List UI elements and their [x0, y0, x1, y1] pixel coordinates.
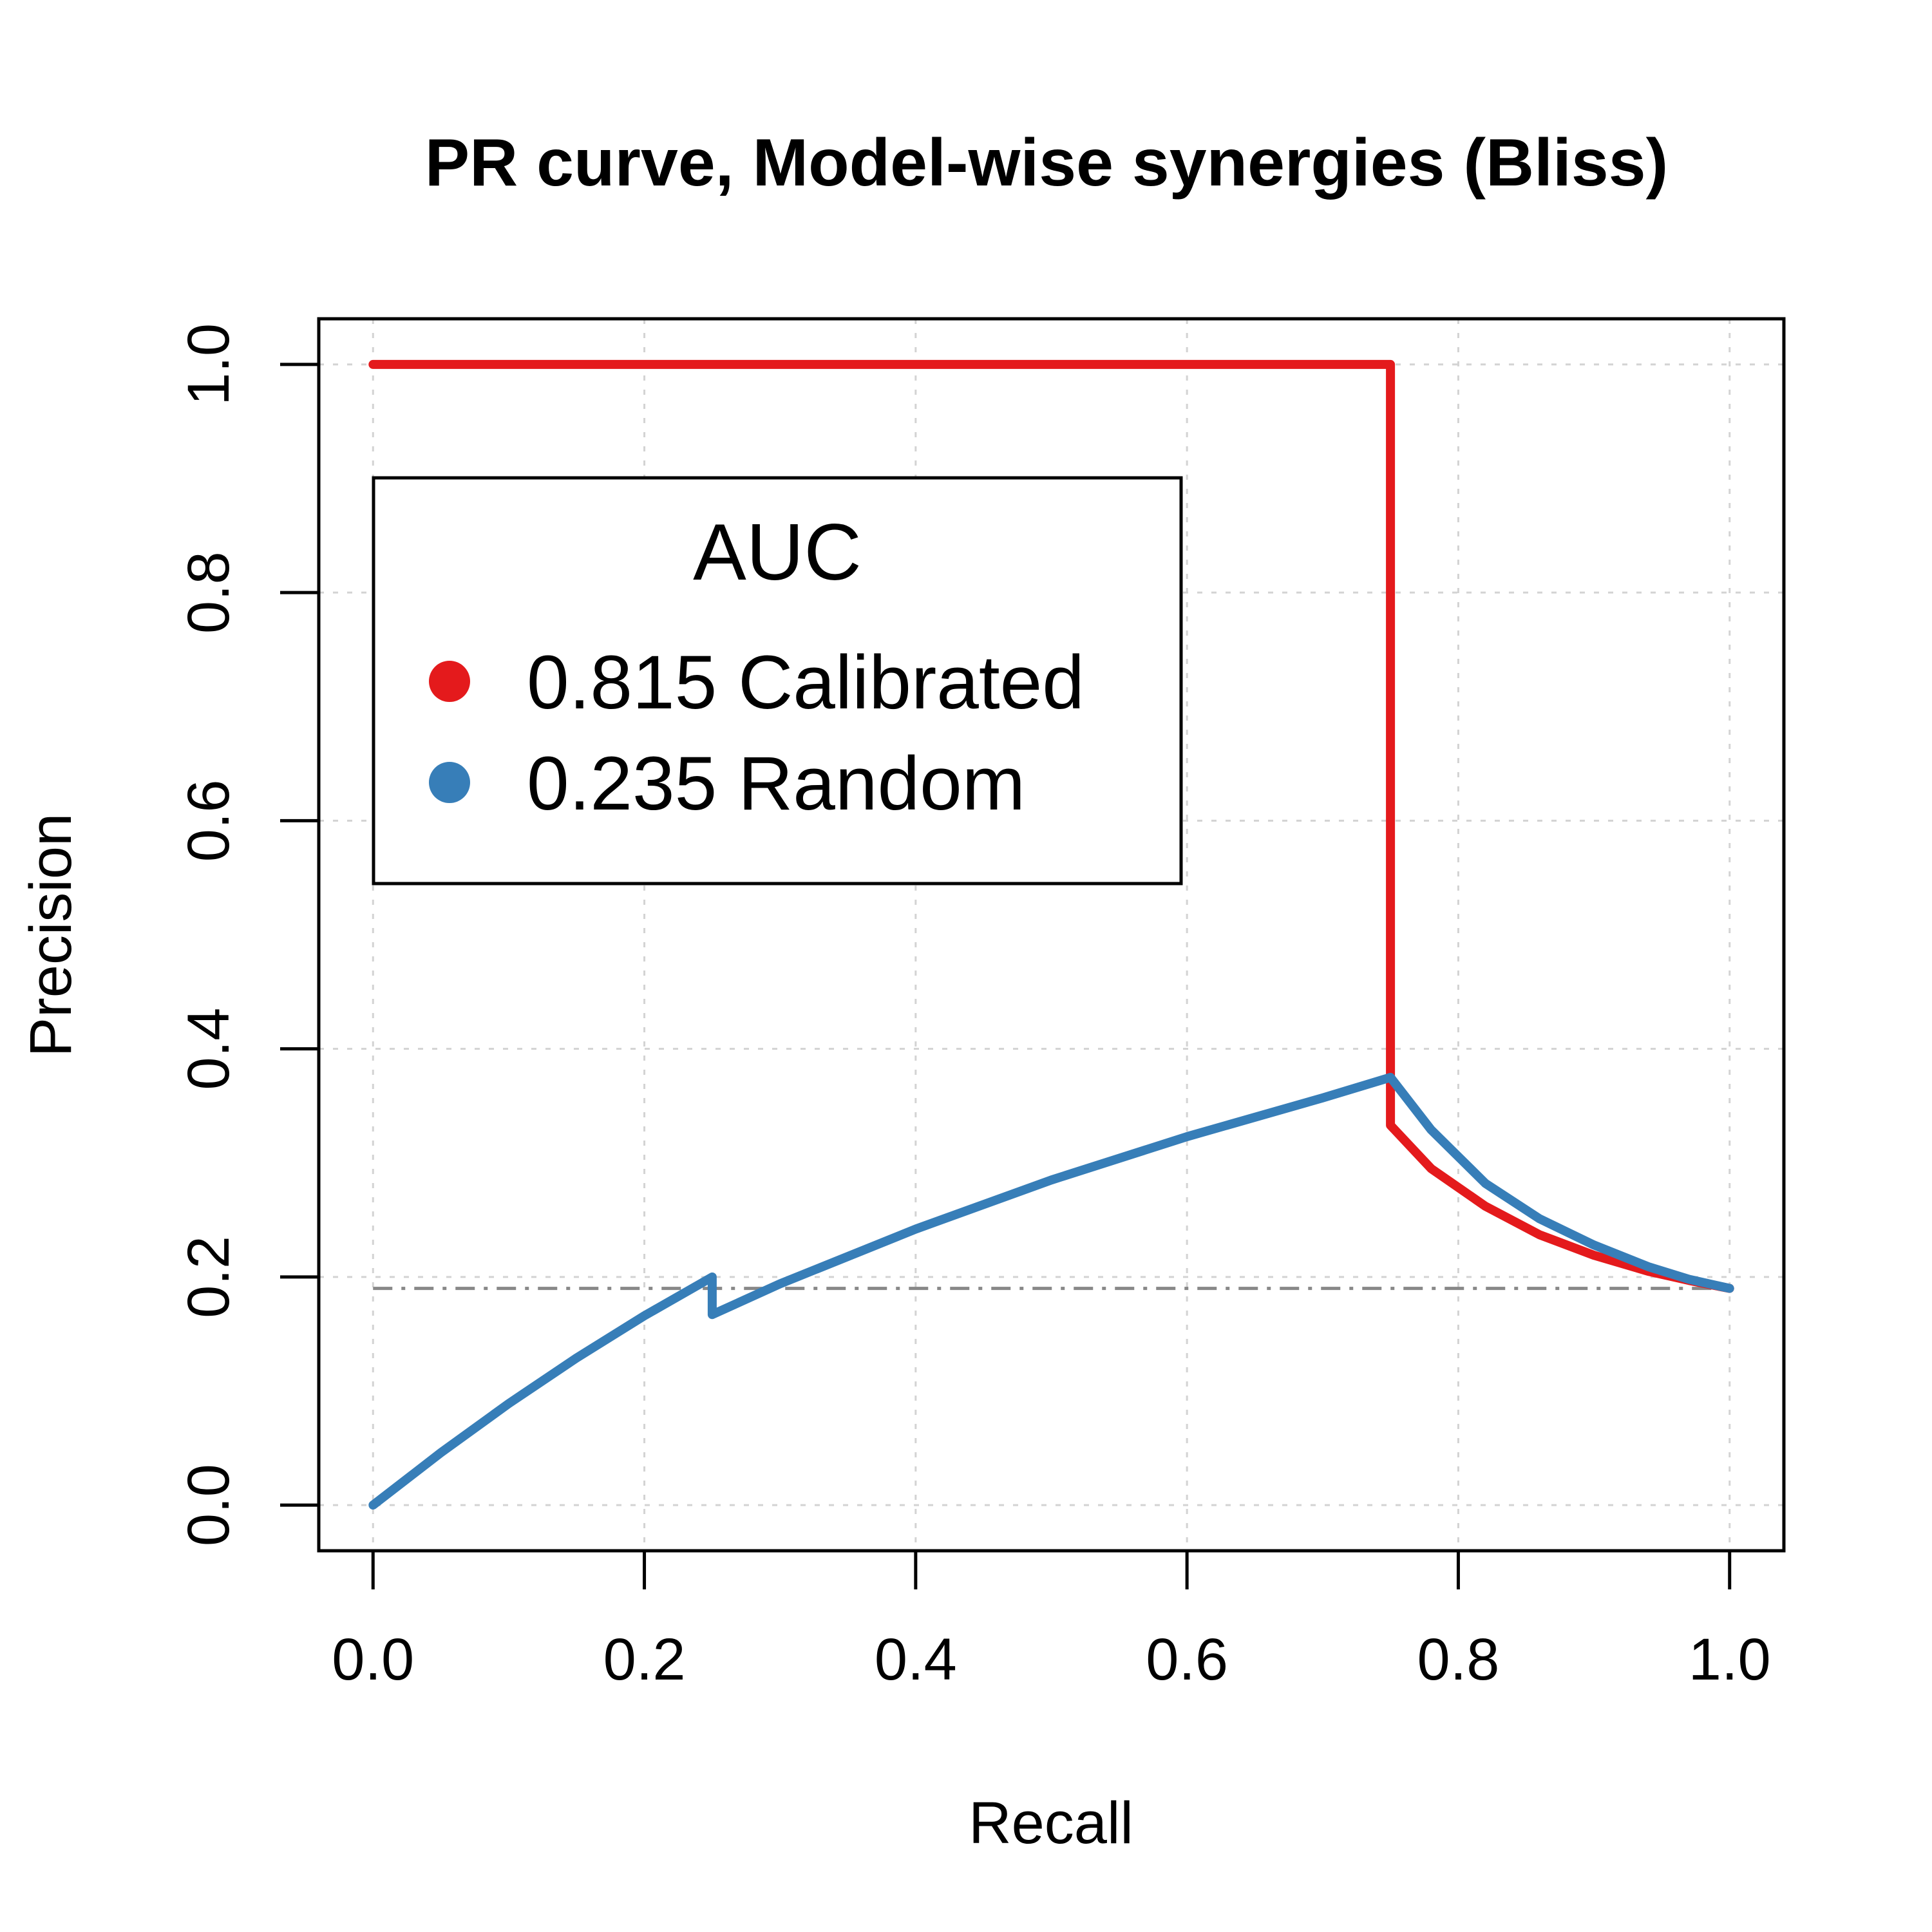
y-axis-label: Precision — [18, 813, 84, 1057]
x-tick-label-5: 1.0 — [1689, 1627, 1771, 1692]
x-axis-label: Recall — [969, 1790, 1133, 1856]
x-tick-label-2: 0.4 — [875, 1627, 957, 1692]
plot-frame — [317, 317, 1786, 1553]
legend-label-random: 0.235 Random — [527, 741, 1025, 826]
legend: AUC 0.815 Calibrated 0.235 Random — [372, 476, 1183, 886]
series-line-1 — [368, 1072, 1734, 1510]
series-layer — [368, 359, 1734, 1510]
x-tick-label-0: 0.0 — [332, 1627, 414, 1692]
y-tick-label-2: 0.4 — [176, 1008, 242, 1090]
x-tick-label-4: 0.8 — [1417, 1627, 1499, 1692]
chart-title: PR curve, Model-wise synergies (Bliss) — [425, 126, 1668, 200]
y-tick-label-5: 1.0 — [176, 323, 242, 406]
legend-title: AUC — [693, 508, 862, 597]
x-axis: 0.0 0.2 0.4 0.6 0.8 1.0 — [332, 1551, 1771, 1692]
y-axis: 0.0 0.2 0.4 0.6 0.8 1.0 — [176, 323, 319, 1546]
legend-label-calibrated: 0.815 Calibrated — [527, 640, 1084, 725]
legend-marker-calibrated — [429, 661, 470, 702]
legend-marker-random — [429, 762, 470, 803]
y-tick-label-0: 0.0 — [176, 1464, 242, 1546]
x-tick-label-1: 0.2 — [603, 1627, 686, 1692]
y-tick-label-1: 0.2 — [176, 1236, 242, 1318]
y-tick-label-4: 0.8 — [176, 551, 242, 634]
y-tick-label-3: 0.6 — [176, 779, 242, 862]
x-tick-label-3: 0.6 — [1146, 1627, 1228, 1692]
legend-box — [372, 476, 1183, 886]
